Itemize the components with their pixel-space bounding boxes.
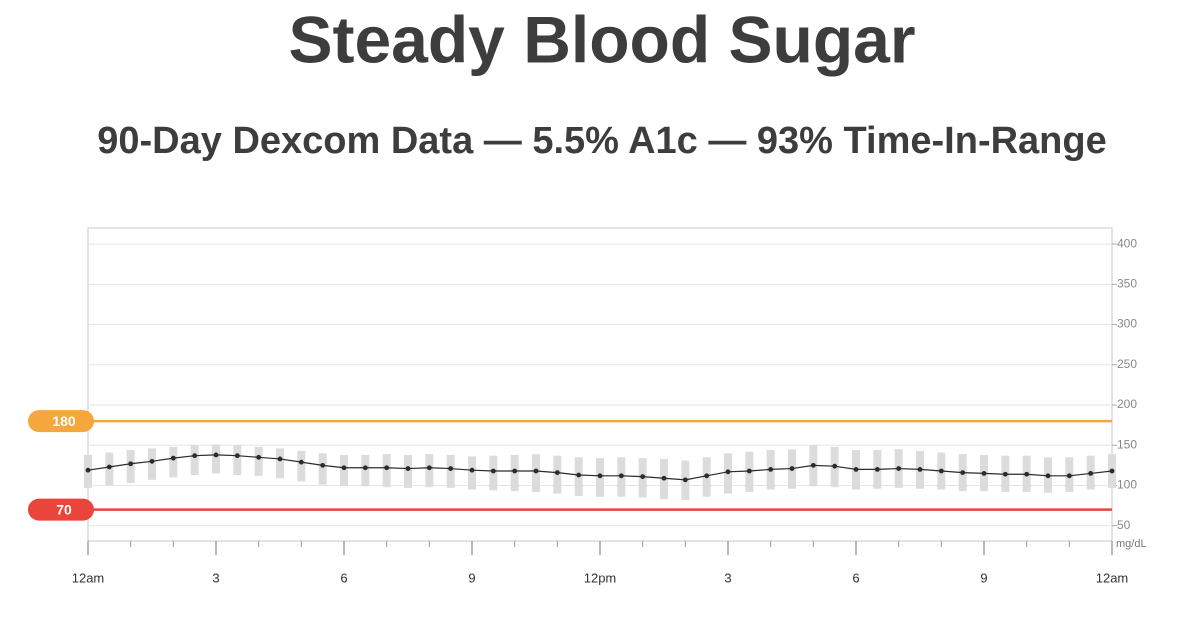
median-dot (810, 462, 816, 468)
range-bar (126, 450, 135, 484)
range-bar (297, 450, 306, 482)
median-dot (832, 463, 838, 469)
x-tick-label: 6 (852, 570, 859, 585)
x-tick-label: 3 (212, 570, 219, 585)
median-dot (170, 455, 176, 461)
target-label: 180 (52, 413, 76, 429)
median-dot (469, 467, 475, 473)
median-dot (384, 465, 390, 471)
range-bar (425, 454, 434, 488)
chart-title: Steady Blood Sugar (288, 2, 915, 76)
range-bar (361, 454, 370, 487)
range-bar (233, 445, 242, 476)
median-dot (192, 453, 198, 459)
median-dot (874, 466, 880, 472)
median-dot (1066, 473, 1072, 479)
chart-subtitle: 90-Day Dexcom Data — 5.5% A1c — 93% Time… (97, 120, 1107, 162)
range-bar (276, 448, 284, 479)
median-dot (789, 466, 795, 471)
x-tick-label: 3 (724, 570, 731, 585)
x-tick-label: 9 (468, 570, 475, 585)
median-dot (277, 456, 283, 462)
x-tick-label: 6 (340, 570, 347, 585)
median-dot (426, 465, 432, 471)
target-pill (28, 410, 94, 433)
median-dot (853, 466, 859, 472)
median-dot (320, 462, 326, 468)
median-dot (554, 470, 560, 476)
median-dot (576, 472, 582, 478)
range-bar (468, 456, 476, 490)
range-bar (254, 446, 263, 476)
range-bar (190, 445, 199, 476)
median-dot (1024, 471, 1030, 477)
x-tick-label: 9 (980, 570, 987, 585)
median-dot (341, 465, 347, 471)
y-tick-label: 300 (1117, 317, 1137, 331)
range-bar (382, 454, 391, 488)
y-tick-label: 400 (1117, 236, 1137, 250)
median-dot (256, 454, 262, 460)
median-dot (149, 458, 155, 464)
y-tick-label: 100 (1117, 478, 1137, 492)
range-bar (446, 454, 455, 488)
median-dot (1045, 473, 1051, 479)
median-dot (405, 466, 411, 471)
median-dot (725, 469, 731, 475)
target-label: 70 (56, 501, 72, 517)
range-bar (318, 453, 327, 485)
median-dot (960, 470, 966, 476)
target-pill (28, 498, 94, 521)
range-bar (340, 454, 348, 487)
median-dot (533, 468, 539, 474)
median-dot (213, 452, 219, 458)
median-dot (128, 461, 134, 467)
median-dot (938, 468, 944, 474)
median-dot (661, 475, 667, 481)
y-tick-label: 350 (1117, 276, 1137, 290)
y-tick-label: 150 (1117, 437, 1137, 451)
median-dot (362, 465, 368, 471)
median-dot (917, 466, 923, 472)
median-dot (981, 471, 987, 476)
median-dot (448, 466, 454, 471)
median-dot (746, 468, 752, 474)
y-unit: mg/dL (1116, 538, 1147, 550)
x-tick-label: 12am (1096, 570, 1129, 585)
median-dot (682, 477, 688, 483)
median-dot (234, 453, 240, 459)
median-dot (85, 467, 91, 473)
range-bar (404, 454, 412, 488)
median-dot (704, 473, 710, 479)
median-dot (640, 474, 646, 480)
median-dot (490, 468, 496, 474)
median-dot (896, 466, 902, 471)
range-bar (169, 446, 178, 478)
range-bar (148, 448, 156, 480)
median-dot (618, 473, 624, 479)
median-dot (1109, 468, 1115, 474)
median-dot (597, 473, 603, 479)
x-tick-label: 12am (72, 570, 105, 585)
y-tick-label: 250 (1117, 357, 1137, 371)
median-dot (106, 464, 112, 470)
median-dot (1002, 471, 1008, 477)
y-tick-label: 200 (1117, 397, 1137, 411)
median-dot (768, 466, 774, 472)
median-dot (298, 459, 304, 465)
x-tick-label: 12pm (584, 570, 617, 585)
median-dot (512, 468, 518, 474)
range-bar (212, 444, 220, 474)
y-tick-label: 50 (1117, 518, 1131, 532)
median-dot (1088, 471, 1094, 476)
